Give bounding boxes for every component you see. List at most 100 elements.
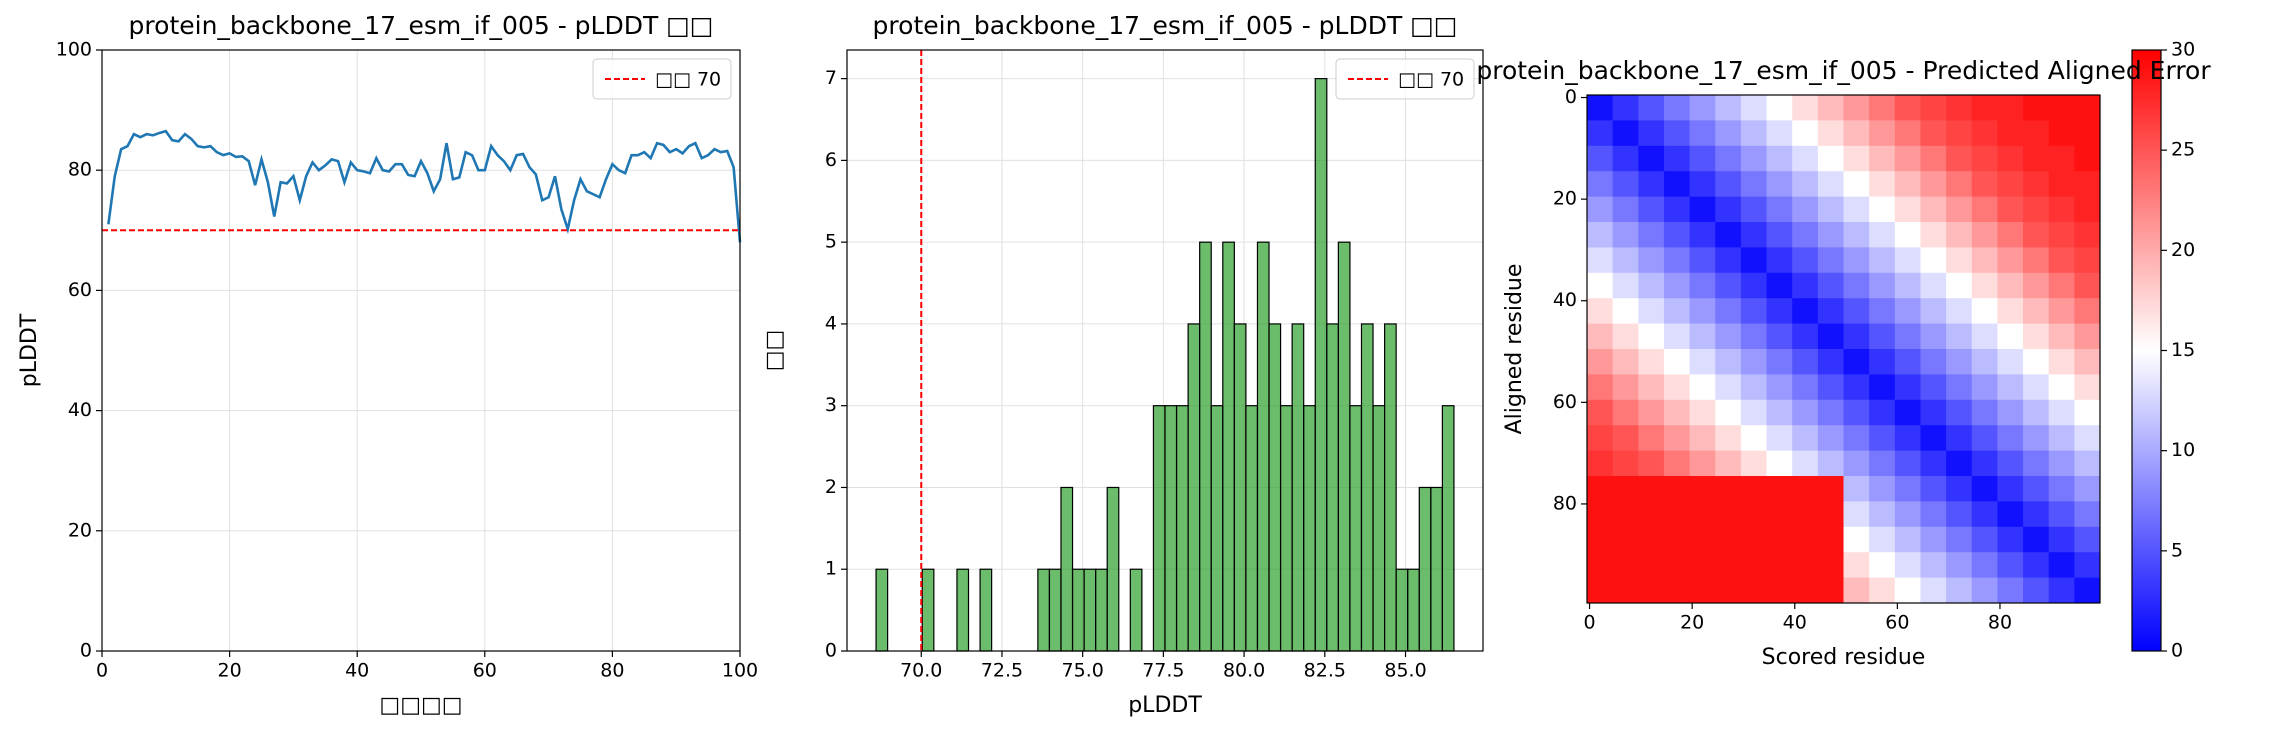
heatmap-cell [1997, 272, 2024, 299]
heatmap-cell [1587, 323, 1614, 350]
heatmap-cell [1920, 577, 1947, 604]
heatmap-cell [1792, 374, 1819, 401]
heatmap-cell [1766, 145, 1793, 172]
heatmap-cell [1612, 501, 1639, 528]
heatmap-cell [1843, 120, 1870, 147]
heatmap-cell [1715, 171, 1742, 198]
heatmap-cell [1689, 145, 1716, 172]
heatmap-cell [2023, 374, 2050, 401]
heatmap-cell [1817, 425, 1844, 452]
heatmap-cell [1843, 425, 1870, 452]
heatmap-cell [1971, 272, 1998, 299]
heatmap-cell [1843, 323, 1870, 350]
heatmap-cell [1638, 298, 1665, 325]
heatmap-cell [1612, 450, 1639, 477]
x-tick-label: 80 [1988, 612, 2012, 634]
heatmap-cell [2023, 120, 2050, 147]
heatmap-cell [1946, 120, 1973, 147]
heatmap-cell [1817, 298, 1844, 325]
heatmap-cell [1920, 298, 1947, 325]
bar [875, 568, 889, 652]
heatmap-cell [1612, 476, 1639, 502]
heatmap-cell [1971, 577, 1998, 604]
x-tick-label: 0 [96, 660, 108, 682]
heatmap-cell [1587, 577, 1614, 604]
colorbar-tick-label: 15 [2171, 339, 2195, 361]
heatmap-cell [2048, 196, 2075, 223]
heatmap-cell [1792, 171, 1819, 198]
legend [592, 58, 732, 100]
heatmap-cell [1971, 95, 1998, 121]
heatmap-cell [1920, 526, 1947, 553]
heatmap-cell [1843, 577, 1870, 604]
heatmap-cell [2074, 272, 2101, 299]
heatmap-cell [1843, 95, 1870, 121]
heatmap-cell [1946, 501, 1973, 528]
heatmap-cell [1971, 323, 1998, 350]
heatmap-cell [1946, 552, 1973, 579]
heatmap-cell [1946, 95, 1973, 121]
bar [1349, 405, 1363, 652]
heatmap-cell [1971, 374, 1998, 401]
heatmap-cell [1740, 298, 1768, 325]
heatmap-cell [1817, 476, 1844, 502]
heatmap-cell [1612, 222, 1639, 248]
heatmap-cell [1894, 476, 1921, 502]
heatmap-cell [1971, 349, 1998, 375]
heatmap-cell [1740, 171, 1768, 198]
heatmap-cell [1946, 349, 1973, 375]
heatmap-cell [1663, 120, 1691, 147]
heatmap-cell [1792, 120, 1819, 147]
heatmap-cell [1843, 272, 1870, 299]
heatmap-cell [1946, 450, 1973, 477]
heatmap-cell [1894, 120, 1921, 147]
heatmap-cell [1740, 349, 1768, 375]
heatmap-cell [1689, 95, 1716, 121]
heatmap-cell [1817, 501, 1844, 528]
heatmap-cell [1817, 552, 1844, 579]
bar [1037, 568, 1051, 652]
heatmap-cell [1715, 577, 1742, 604]
y-tick-label: 100 [56, 39, 92, 61]
heatmap-cell [1997, 298, 2024, 325]
heatmap-cell [1715, 399, 1742, 426]
heatmap-cell [1587, 399, 1614, 426]
heatmap-cell [2048, 145, 2075, 172]
heatmap-cell [1946, 145, 1973, 172]
heatmap-cell [2023, 450, 2050, 477]
heatmap-cell [1715, 425, 1742, 452]
heatmap-cell [1946, 476, 1973, 502]
heatmap-cell [2048, 450, 2075, 477]
heatmap-cell [1638, 552, 1665, 579]
bar [1060, 486, 1074, 652]
x-tick-label: 40 [1783, 612, 1807, 634]
heatmap-cell [1792, 577, 1819, 604]
heatmap-cell [1869, 120, 1896, 147]
legend-label: □□ 70 [1398, 69, 1464, 91]
heatmap-cell [1894, 577, 1921, 604]
heatmap-cell [1715, 196, 1742, 223]
heatmap-cell [1920, 399, 1947, 426]
heatmap-cell [1612, 272, 1639, 299]
heatmap-cell [2048, 95, 2075, 121]
heatmap-cell [1817, 196, 1844, 223]
heatmap-cell [1894, 298, 1921, 325]
heatmap-cell [1766, 247, 1793, 274]
heatmap-cell [1894, 374, 1921, 401]
heatmap-cell [1689, 450, 1716, 477]
heatmap-cell [2074, 298, 2101, 325]
bar [1268, 323, 1282, 652]
heatmap-cell [1689, 399, 1716, 426]
heatmap-cell [1663, 95, 1691, 121]
heatmap-cell [1689, 272, 1716, 299]
heatmap-cell [1894, 501, 1921, 528]
heatmap-cell [1843, 171, 1870, 198]
x-tick-label: 60 [473, 660, 497, 682]
heatmap-cell [1663, 526, 1691, 553]
heatmap-cell [1766, 171, 1793, 198]
heatmap-cell [1920, 552, 1947, 579]
heatmap-cell [1766, 374, 1793, 401]
heatmap-cell [1894, 145, 1921, 172]
heatmap-cell [1997, 247, 2024, 274]
heatmap-cell [1638, 349, 1665, 375]
